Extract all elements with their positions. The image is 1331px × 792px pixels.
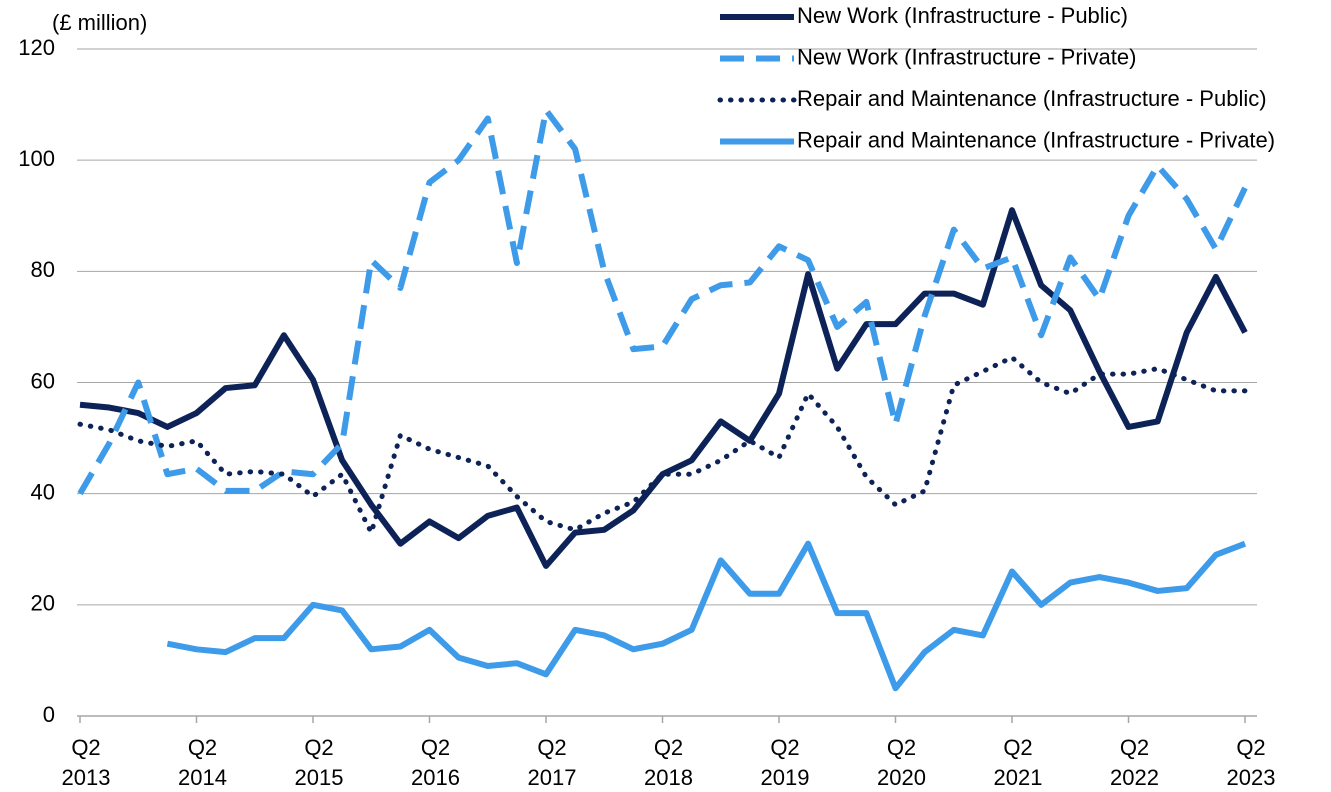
- x-tick-label: Q2 2019: [760, 735, 810, 790]
- y-tick-label: 60: [31, 368, 55, 393]
- y-tick-label: 0: [43, 702, 55, 727]
- y-tick-label: 120: [18, 35, 55, 60]
- x-tick-label: Q2 2021: [993, 735, 1043, 790]
- legend-label: Repair and Maintenance (Infrastructure -…: [797, 86, 1267, 111]
- x-tick-label: Q2 2014: [178, 735, 227, 790]
- x-tick-label: Q2 2020: [877, 735, 926, 790]
- x-tick-label: Q2 2022: [1110, 735, 1159, 790]
- legend-label: Repair and Maintenance (Infrastructure -…: [797, 127, 1275, 152]
- x-tick-label: Q2 2013: [61, 735, 111, 790]
- x-tick-label: Q2 2015: [294, 735, 344, 790]
- y-tick-label: 100: [18, 146, 55, 171]
- x-tick-label: Q2 2016: [411, 735, 460, 790]
- x-tick-label: Q2 2018: [644, 735, 693, 790]
- series-line: [77, 107, 1248, 496]
- series-line: [79, 207, 1248, 569]
- x-tick-label: Q2 2023: [1226, 735, 1276, 790]
- legend: New Work (Infrastructure - Public) New Wo…: [717, 3, 1275, 152]
- y-tick-label: 40: [31, 479, 55, 504]
- series-line: [166, 540, 1247, 692]
- x-tick-label: Q2 2017: [527, 735, 577, 790]
- y-axis-label: (£ million): [52, 10, 147, 35]
- y-tick-label: 20: [31, 591, 55, 616]
- legend-label: New Work (Infrastructure - Private): [797, 44, 1136, 69]
- legend-label: New Work (Infrastructure - Public): [797, 3, 1128, 28]
- y-tick-label: 80: [31, 257, 55, 282]
